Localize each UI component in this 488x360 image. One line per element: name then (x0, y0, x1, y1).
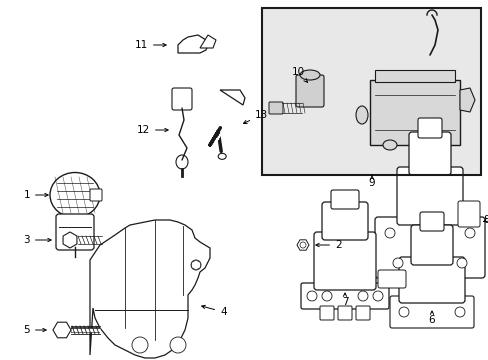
Text: 6: 6 (428, 311, 434, 325)
Ellipse shape (50, 172, 100, 217)
FancyBboxPatch shape (321, 202, 367, 240)
FancyBboxPatch shape (301, 283, 388, 309)
FancyBboxPatch shape (374, 217, 484, 278)
Text: 5: 5 (23, 325, 46, 335)
FancyBboxPatch shape (457, 201, 479, 227)
FancyBboxPatch shape (417, 118, 441, 138)
Text: 12: 12 (137, 125, 168, 135)
Circle shape (372, 291, 382, 301)
Bar (262, 8, 480, 175)
FancyBboxPatch shape (172, 88, 192, 110)
Circle shape (321, 291, 331, 301)
FancyBboxPatch shape (268, 102, 283, 114)
Polygon shape (178, 35, 207, 53)
Text: 10: 10 (291, 67, 307, 82)
Circle shape (398, 307, 408, 317)
Ellipse shape (355, 106, 367, 124)
Text: 9: 9 (368, 175, 375, 188)
FancyBboxPatch shape (374, 70, 454, 82)
Text: 3: 3 (23, 235, 51, 245)
Circle shape (299, 242, 305, 248)
Circle shape (392, 258, 402, 268)
FancyBboxPatch shape (295, 75, 324, 107)
Circle shape (191, 260, 201, 270)
Circle shape (357, 291, 367, 301)
Circle shape (170, 337, 185, 353)
Circle shape (384, 228, 394, 238)
Text: 2: 2 (315, 240, 341, 250)
Ellipse shape (176, 155, 187, 169)
FancyBboxPatch shape (377, 270, 405, 288)
FancyBboxPatch shape (408, 132, 450, 175)
Text: 13: 13 (243, 110, 268, 123)
FancyBboxPatch shape (319, 306, 333, 320)
Circle shape (454, 307, 464, 317)
FancyBboxPatch shape (337, 306, 351, 320)
FancyBboxPatch shape (355, 306, 369, 320)
Polygon shape (200, 35, 216, 48)
Polygon shape (90, 220, 209, 358)
Circle shape (456, 258, 466, 268)
FancyBboxPatch shape (389, 296, 473, 328)
Ellipse shape (218, 153, 226, 159)
FancyBboxPatch shape (419, 212, 443, 231)
FancyBboxPatch shape (369, 80, 459, 145)
Text: 11: 11 (135, 40, 166, 50)
Text: 8: 8 (482, 215, 488, 225)
FancyBboxPatch shape (313, 232, 375, 290)
Ellipse shape (299, 70, 319, 80)
Polygon shape (220, 90, 244, 105)
Text: 1: 1 (23, 190, 48, 200)
FancyBboxPatch shape (398, 257, 464, 303)
FancyBboxPatch shape (90, 189, 102, 201)
Circle shape (306, 291, 316, 301)
Text: 7: 7 (341, 293, 347, 307)
FancyBboxPatch shape (396, 167, 462, 225)
FancyBboxPatch shape (410, 225, 452, 265)
Bar (262, 8, 480, 175)
Circle shape (132, 337, 148, 353)
Polygon shape (459, 88, 474, 112)
Circle shape (464, 228, 474, 238)
Ellipse shape (382, 140, 396, 150)
FancyBboxPatch shape (330, 190, 358, 209)
Text: 4: 4 (202, 305, 226, 317)
FancyBboxPatch shape (56, 214, 94, 250)
